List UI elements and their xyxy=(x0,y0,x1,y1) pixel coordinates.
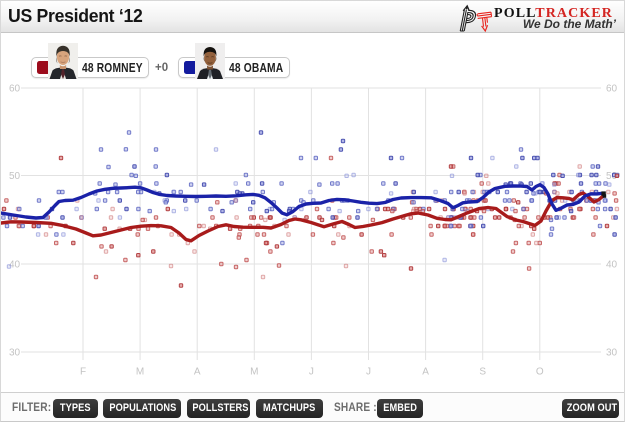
svg-text:60: 60 xyxy=(9,84,21,95)
svg-text:J: J xyxy=(366,367,371,378)
svg-text:60: 60 xyxy=(606,84,618,95)
svg-text:50: 50 xyxy=(606,171,618,182)
svg-text:30: 30 xyxy=(9,348,21,359)
svg-text:J: J xyxy=(309,367,314,378)
svg-text:30: 30 xyxy=(606,348,618,359)
svg-text:S: S xyxy=(479,367,486,378)
svg-text:M: M xyxy=(136,367,144,378)
svg-text:50: 50 xyxy=(9,171,21,182)
svg-text:A: A xyxy=(422,367,429,378)
svg-text:M: M xyxy=(250,367,258,378)
svg-text:40: 40 xyxy=(606,260,618,271)
svg-text:O: O xyxy=(536,367,544,378)
svg-text:40: 40 xyxy=(9,260,21,271)
svg-text:F: F xyxy=(80,367,86,378)
svg-text:A: A xyxy=(194,367,201,378)
